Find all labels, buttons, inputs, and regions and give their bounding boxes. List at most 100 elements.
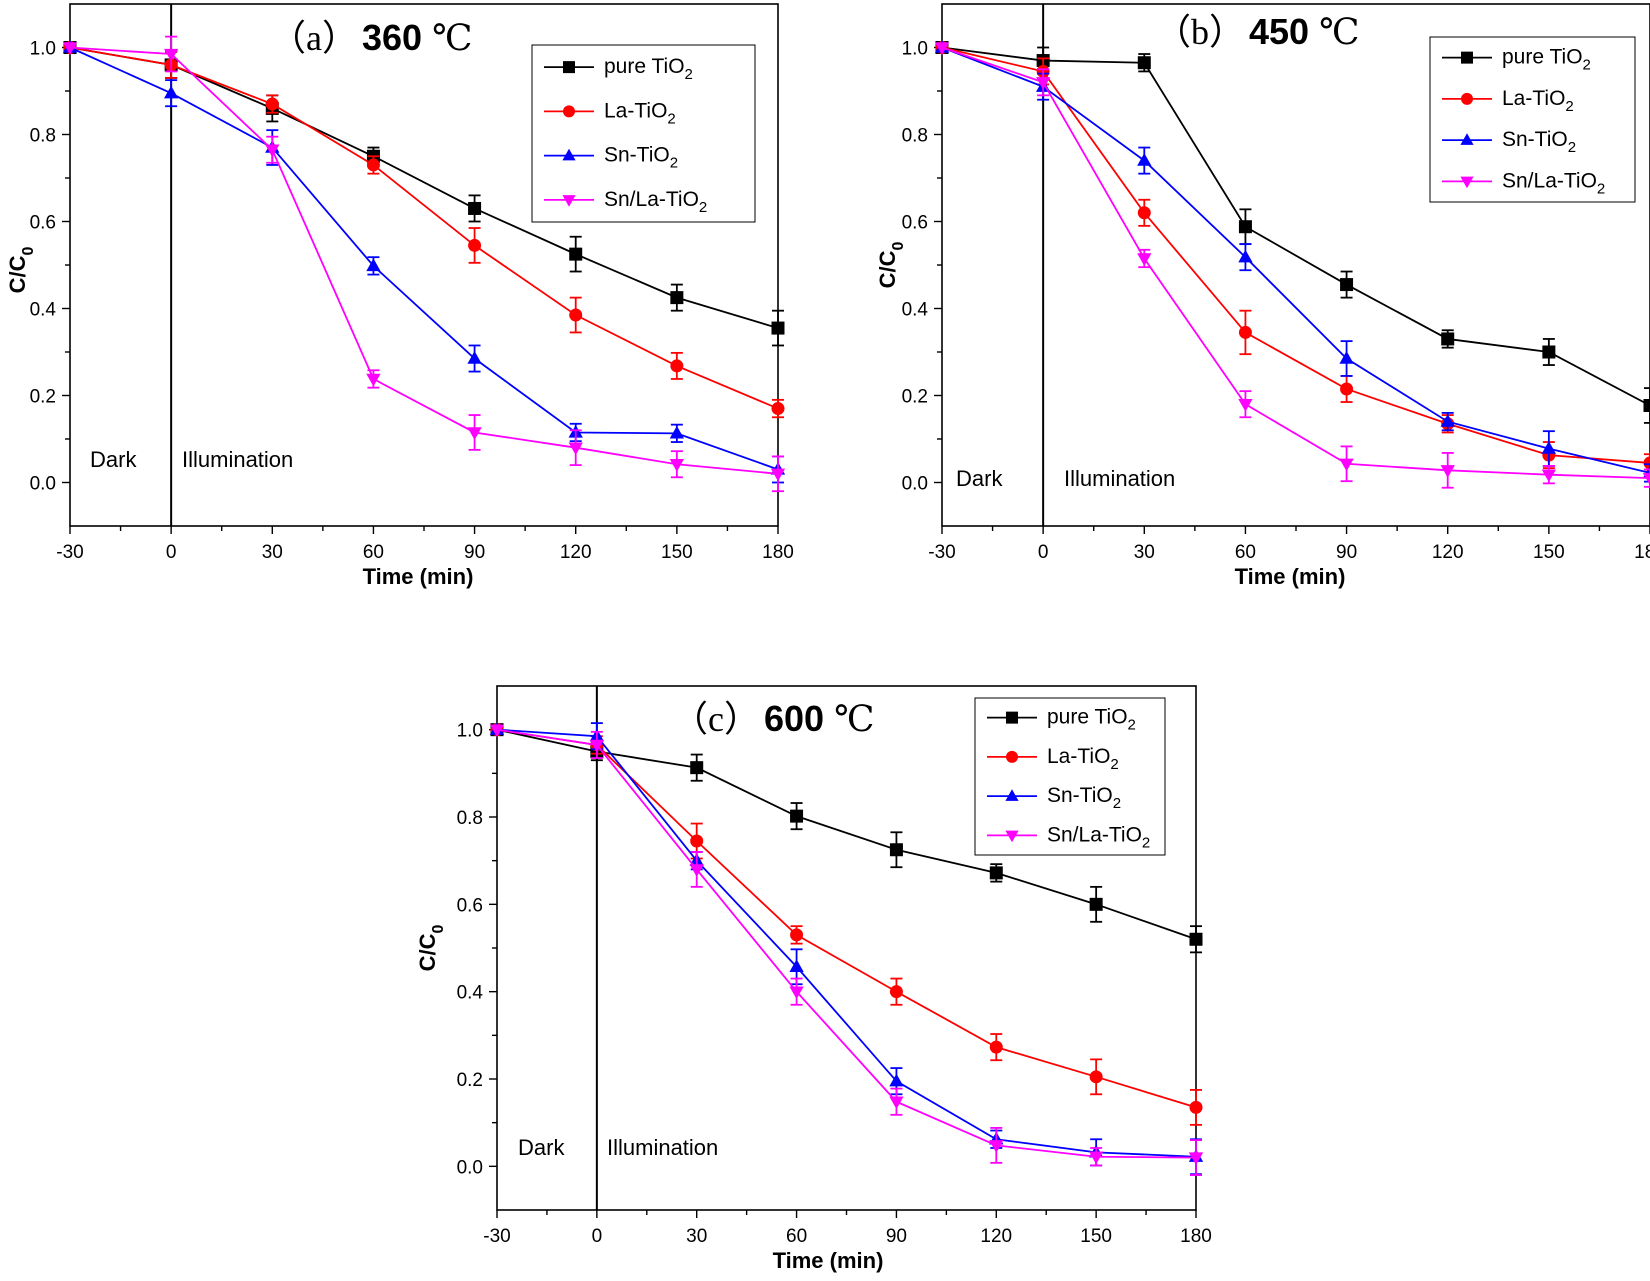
data-point <box>366 258 381 272</box>
legend-label: Sn-TiO2 <box>1047 784 1121 812</box>
legend-label-subscript: 2 <box>699 199 707 216</box>
data-point <box>770 468 786 482</box>
y-tick-label: 0.2 <box>30 387 56 408</box>
x-tick-label: 180 <box>1634 542 1650 563</box>
legend-label-name: Sn-TiO <box>604 144 670 167</box>
illumination-label: Illumination <box>1064 466 1175 491</box>
y-tick-label: 0.8 <box>902 126 928 147</box>
data-point <box>1340 382 1354 396</box>
dark-label: Dark <box>518 1135 565 1160</box>
data-point <box>1340 278 1354 292</box>
x-axis-title: Time (min) <box>363 564 474 589</box>
data-point <box>265 144 280 158</box>
y-tick-label: 0.4 <box>30 300 57 321</box>
panel-title-prefix: （b） <box>1155 12 1245 52</box>
legend-label: La-TiO2 <box>604 99 676 127</box>
x-tick-label: 60 <box>786 1226 807 1247</box>
data-point <box>989 1140 1004 1153</box>
x-axis-title: Time (min) <box>773 1248 884 1273</box>
y-tick-label: 0.4 <box>902 300 929 321</box>
data-point <box>889 1096 904 1110</box>
y-tick-label: 0.8 <box>457 808 483 829</box>
y-axis-title: C/C0 <box>875 242 907 289</box>
legend-frame <box>974 697 1166 856</box>
series-line <box>69 46 779 410</box>
data-point <box>163 48 179 62</box>
data-point <box>1642 472 1650 486</box>
x-tick-label: 30 <box>1134 542 1155 563</box>
y-tick-label: 0.2 <box>457 1070 483 1091</box>
panel-title-temperature: 450 <box>1249 11 1309 52</box>
x-tick-label: 30 <box>262 542 283 563</box>
series-line <box>941 46 1650 480</box>
x-tick-label: 120 <box>980 1226 1012 1247</box>
data-point <box>690 834 704 848</box>
data-point <box>1189 932 1203 946</box>
y-tick-label: 1.0 <box>30 39 56 60</box>
data-point <box>569 247 583 261</box>
legend-marker <box>563 61 575 74</box>
legend-label: La-TiO2 <box>1502 87 1574 115</box>
x-tick-label: -30 <box>483 1226 510 1247</box>
legend-label-subscript: 2 <box>1110 756 1118 773</box>
x-tick-label: 120 <box>560 542 592 563</box>
y-tick-label: 0.8 <box>30 126 56 147</box>
data-point <box>568 442 583 456</box>
panel-title-unit: ℃ <box>834 699 874 739</box>
legend-label: Sn/La-TiO2 <box>604 188 707 216</box>
legend-label-subscript: 2 <box>685 66 693 83</box>
data-point <box>1441 332 1455 346</box>
legend-label-name: La-TiO <box>1047 745 1110 768</box>
data-point <box>1137 253 1152 266</box>
data-point <box>468 238 482 252</box>
legend-label-name: La-TiO <box>1502 87 1565 110</box>
legend-label-subscript: 2 <box>670 155 678 172</box>
x-tick-label: 180 <box>762 542 794 563</box>
x-tick-label: 90 <box>886 1226 907 1247</box>
x-tick-label: -30 <box>928 542 955 563</box>
data-point <box>670 291 684 305</box>
data-point <box>366 158 380 172</box>
x-tick-label: 120 <box>1432 542 1464 563</box>
data-point <box>989 866 1003 880</box>
legend-label: pure TiO2 <box>604 55 693 83</box>
legend-label: Sn/La-TiO2 <box>1502 169 1605 197</box>
data-point <box>1542 345 1556 359</box>
legend-marker <box>1005 789 1019 801</box>
legend-marker <box>1005 830 1019 843</box>
y-tick-label: 0.0 <box>30 474 56 495</box>
data-point <box>669 459 685 472</box>
legend-marker <box>562 148 576 161</box>
data-point <box>467 427 482 440</box>
legend-label-name: pure TiO <box>1502 46 1583 69</box>
data-point <box>569 308 583 322</box>
x-tick-label: 90 <box>464 542 485 563</box>
legend-label: pure TiO2 <box>1502 46 1591 74</box>
data-point <box>1238 220 1252 234</box>
data-point <box>1541 469 1557 483</box>
legend-label-subscript: 2 <box>1113 795 1121 812</box>
y-tick-label: 0.6 <box>457 895 483 916</box>
y-tick-label: 0.4 <box>457 983 484 1004</box>
panel-title-temperature: 360 <box>362 17 422 58</box>
series-line <box>69 46 779 475</box>
data-point <box>1188 1152 1204 1166</box>
data-point <box>889 1073 904 1087</box>
legend-label: Sn-TiO2 <box>604 144 678 172</box>
y-axis-title-subscript: 0 <box>20 247 37 256</box>
series-line <box>496 728 1197 1109</box>
panel-title-prefix: （c） <box>672 699 760 739</box>
x-tick-label: 150 <box>1533 542 1565 563</box>
data-point <box>1137 206 1151 220</box>
data-point <box>1643 399 1650 413</box>
panel-title-prefix: （a） <box>270 18 358 58</box>
x-axis-title: Time (min) <box>1235 564 1346 589</box>
data-point <box>467 351 482 364</box>
x-tick-label: 0 <box>592 1226 603 1247</box>
series-line <box>941 46 1650 464</box>
legend-label-name: Sn/La-TiO <box>1047 823 1142 846</box>
series-pure-tio <box>935 41 1650 424</box>
panel-title: （c） 600 ℃ <box>672 698 874 739</box>
data-point <box>1440 465 1455 478</box>
